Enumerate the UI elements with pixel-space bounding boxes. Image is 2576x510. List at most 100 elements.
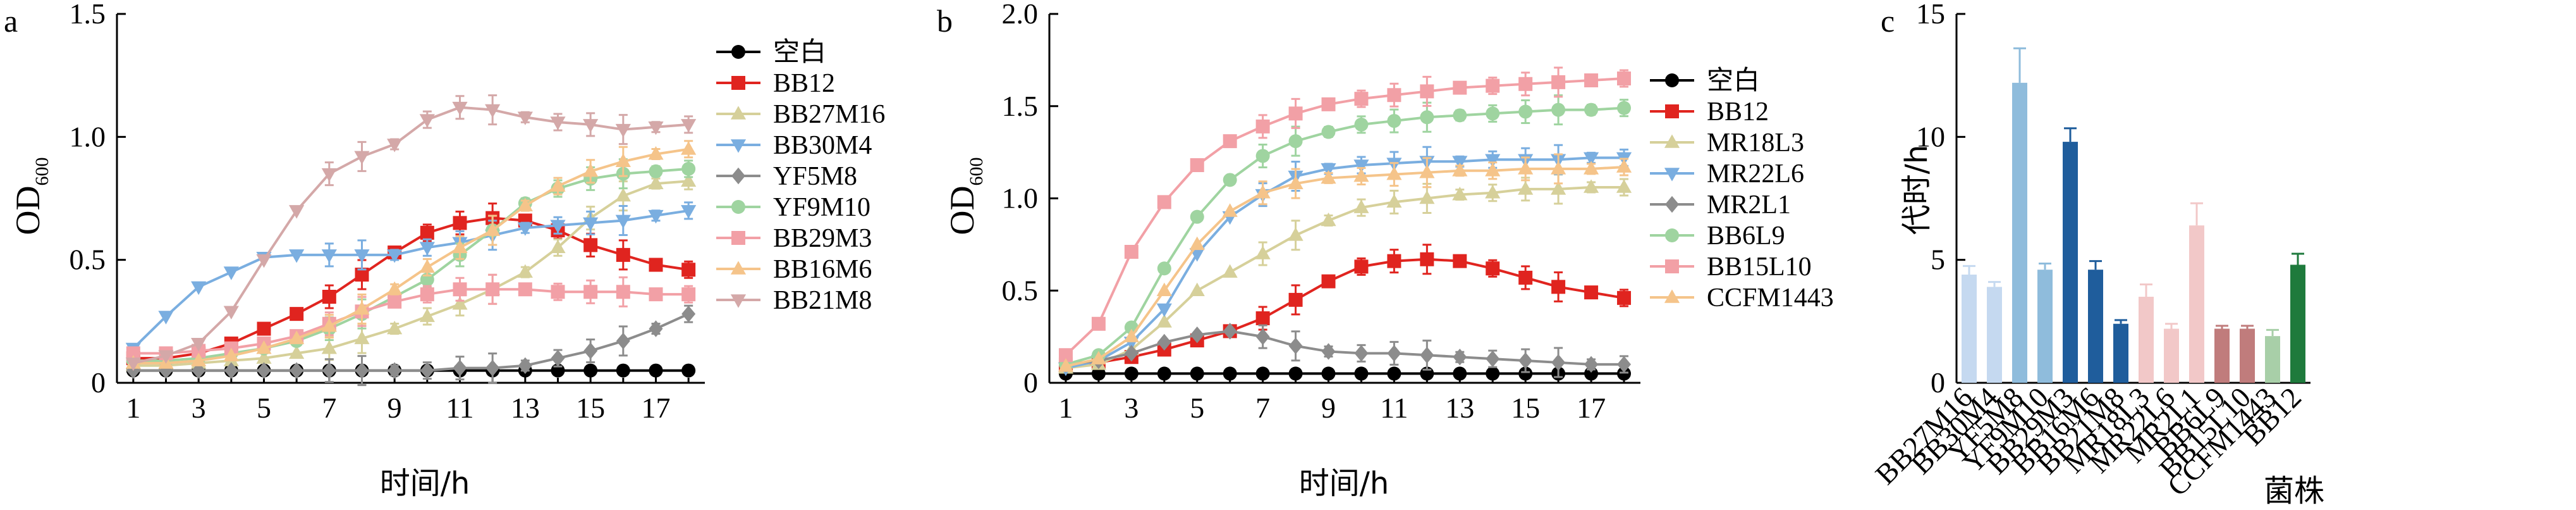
data-point <box>1584 103 1599 117</box>
svg-text:OD600: OD600 <box>9 158 52 235</box>
error-bar <box>1963 264 1975 275</box>
legend-label: BB27M16 <box>773 100 885 129</box>
data-point <box>1124 345 1138 362</box>
data-point <box>1387 254 1401 268</box>
error-bar <box>2013 47 2026 83</box>
bar <box>2037 270 2053 383</box>
data-point <box>681 263 696 277</box>
data-point <box>1124 245 1138 259</box>
data-point <box>1255 328 1270 345</box>
x-tick-label: 9 <box>1321 392 1336 424</box>
data-point <box>1190 327 1204 344</box>
data-point <box>1386 166 1402 180</box>
data-point <box>1617 290 1632 305</box>
bar <box>1987 287 2002 383</box>
legend-label: BB6L9 <box>1707 221 1785 251</box>
data-point <box>583 217 599 232</box>
x-tick-label: 13 <box>1445 392 1474 424</box>
legend-label: YF9M10 <box>773 193 870 222</box>
data-point <box>420 225 434 240</box>
data-point <box>256 340 272 354</box>
data-point <box>1123 328 1139 342</box>
error-bar <box>2241 325 2254 329</box>
legend-swatch-marker <box>731 45 745 59</box>
legend-item: MR22L6 <box>1650 159 1804 189</box>
data-point <box>551 285 565 299</box>
panel-c-letter: c <box>1881 3 1895 39</box>
bar <box>2012 82 2027 383</box>
bar <box>2265 336 2280 383</box>
x-tick-label: 1 <box>126 392 140 424</box>
bar <box>2088 270 2103 383</box>
panel-b-y-axis-title: OD600 <box>943 158 987 235</box>
panel-b-line-chart: b 00.51.01.52.01 3 5 7 9 11 13 15 17 空白BB12MR18L… <box>937 0 1834 501</box>
error-bar <box>2216 325 2228 329</box>
legend-item: CCFM1443 <box>1650 283 1834 313</box>
data-point <box>1387 366 1401 381</box>
data-point <box>354 249 370 263</box>
data-point <box>583 238 598 252</box>
data-point <box>1617 101 1632 115</box>
data-point <box>321 249 337 263</box>
data-point <box>420 362 434 379</box>
y-tick-label: 1.5 <box>1002 90 1039 122</box>
data-point <box>1452 163 1468 177</box>
bar <box>2139 296 2154 383</box>
data-point <box>1387 345 1401 362</box>
legend-item: BB6L9 <box>1650 221 1785 251</box>
data-point <box>1157 261 1171 276</box>
data-point <box>158 350 174 364</box>
data-point <box>1321 125 1336 139</box>
data-point <box>616 247 630 262</box>
legend-label: MR22L6 <box>1707 159 1804 189</box>
data-point <box>648 146 664 160</box>
data-point <box>1321 97 1336 111</box>
data-point <box>1321 274 1336 289</box>
x-tick-label: 7 <box>322 392 336 424</box>
data-point <box>191 338 207 352</box>
data-point <box>1616 179 1632 193</box>
series-line <box>1065 165 1625 368</box>
series-line <box>1065 77 1625 356</box>
data-point <box>649 164 663 178</box>
x-tick-label: 17 <box>642 392 671 424</box>
data-point <box>290 307 304 321</box>
series-line <box>133 167 689 363</box>
data-point <box>355 362 369 379</box>
legend-swatch-marker <box>730 261 747 275</box>
legend-swatch-marker <box>1665 196 1679 213</box>
data-point <box>649 363 663 378</box>
data-point <box>1223 323 1237 340</box>
data-point <box>1583 161 1599 175</box>
data-point <box>354 301 370 315</box>
data-point <box>1255 366 1270 381</box>
data-point <box>1189 236 1205 251</box>
data-point <box>453 216 467 230</box>
data-point <box>1321 343 1336 360</box>
data-point <box>1420 347 1434 364</box>
data-point <box>1288 175 1303 189</box>
legend-swatch-marker <box>1664 134 1680 148</box>
data-point <box>550 116 566 130</box>
data-point <box>1551 161 1566 175</box>
data-point <box>1551 354 1566 371</box>
data-point <box>1321 366 1336 381</box>
series-BB30M4 <box>125 201 697 357</box>
y-tick-label: 5 <box>1931 244 1945 276</box>
data-point <box>387 139 403 152</box>
series-MR22L6 <box>1058 144 1632 376</box>
error-bar <box>2292 252 2304 265</box>
data-point <box>1584 73 1599 87</box>
data-point <box>1584 285 1599 300</box>
panel-a-series <box>125 94 697 387</box>
data-point <box>550 178 566 192</box>
data-point <box>1223 366 1237 381</box>
data-point <box>256 254 272 268</box>
data-point <box>681 363 696 378</box>
error-bar <box>2165 323 2178 329</box>
data-point <box>452 239 468 254</box>
bar <box>2189 225 2204 383</box>
data-point <box>1255 119 1270 134</box>
legend-swatch-marker <box>1665 259 1679 273</box>
legend-swatch-marker <box>1664 168 1680 182</box>
